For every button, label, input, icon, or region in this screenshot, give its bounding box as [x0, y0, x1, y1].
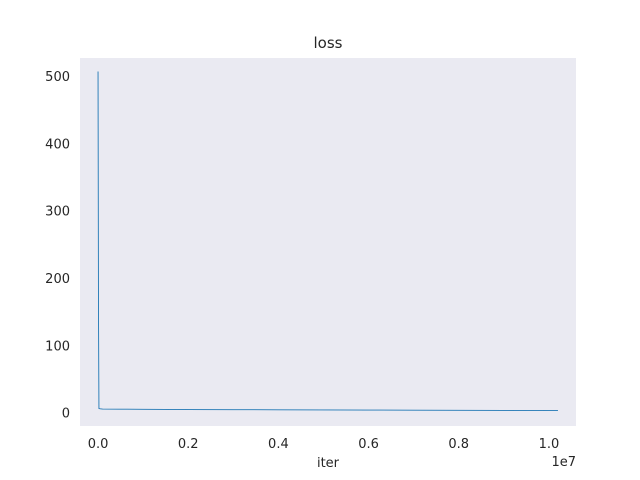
chart-title: loss — [314, 34, 343, 52]
y-tick-label: 500 — [45, 70, 70, 85]
x-tick-label: 0.0 — [88, 437, 109, 452]
x-tick-label: 1.0 — [539, 437, 560, 452]
loss-series-line-0 — [97, 71, 558, 411]
x-tick-label: 0.8 — [448, 437, 469, 452]
y-tick-label: 0 — [62, 407, 70, 422]
y-tick-label: 300 — [45, 205, 70, 220]
x-tick-labels: 0.0 0.2 0.4 0.6 0.8 1.0 — [88, 437, 560, 452]
x-axis-exponent: 1e7 — [551, 455, 576, 470]
x-axis-label: iter — [317, 456, 340, 471]
y-tick-label: 100 — [45, 339, 70, 354]
series-layer — [97, 71, 558, 411]
y-tick-label: 400 — [45, 137, 70, 152]
x-tick-label: 0.6 — [358, 437, 379, 452]
y-tick-label: 200 — [45, 272, 70, 287]
x-tick-label: 0.4 — [268, 437, 289, 452]
x-tick-label: 0.2 — [178, 437, 199, 452]
y-tick-labels: 0 100 200 300 400 500 — [45, 70, 70, 421]
plot-area — [80, 58, 576, 426]
